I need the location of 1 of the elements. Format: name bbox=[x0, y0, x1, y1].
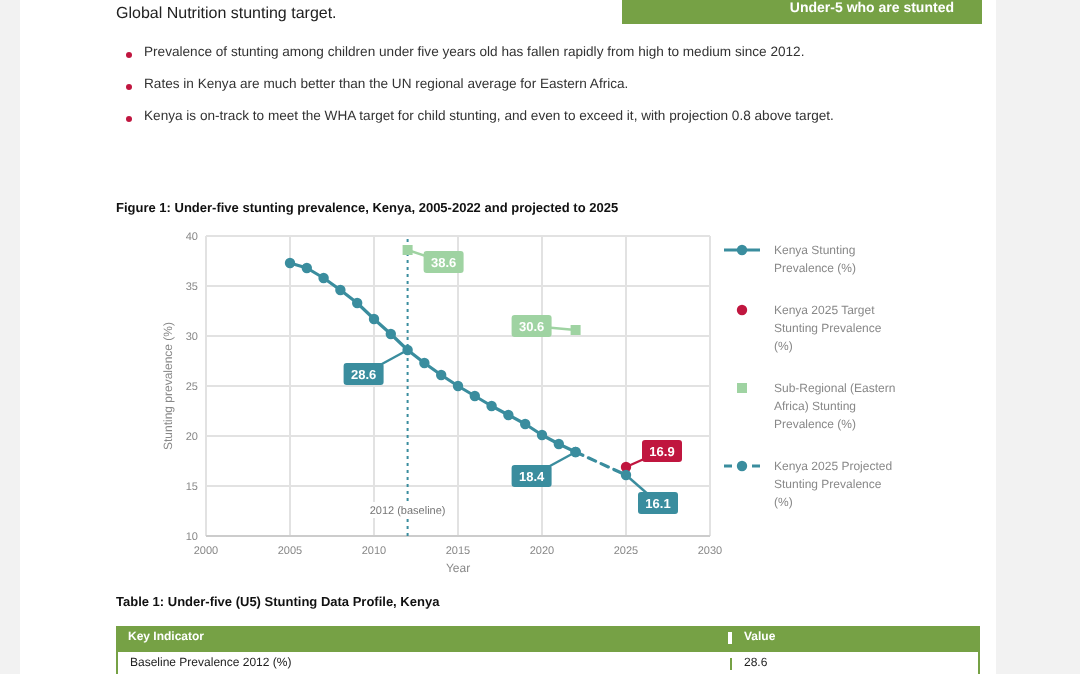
text: Global Nutrition stunting target. bbox=[116, 4, 337, 22]
